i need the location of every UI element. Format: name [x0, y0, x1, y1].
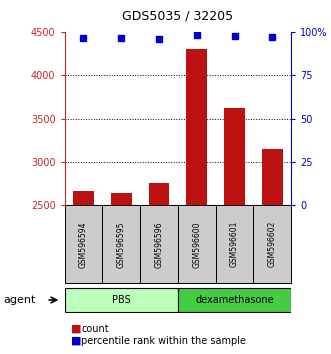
- Text: ■: ■: [71, 324, 82, 333]
- Text: GDS5035 / 32205: GDS5035 / 32205: [122, 10, 233, 22]
- Bar: [140, 205, 178, 283]
- Text: GSM596600: GSM596600: [192, 221, 201, 268]
- Bar: [102, 205, 140, 283]
- Bar: [178, 205, 216, 283]
- Bar: [111, 193, 132, 205]
- Bar: [186, 49, 207, 205]
- Text: agent: agent: [3, 295, 36, 305]
- Bar: [73, 192, 94, 205]
- Bar: [65, 205, 102, 283]
- Bar: [65, 288, 178, 312]
- Bar: [262, 149, 283, 205]
- Text: ■: ■: [71, 336, 82, 346]
- Text: GSM596596: GSM596596: [155, 221, 164, 268]
- Text: count: count: [81, 324, 109, 333]
- Bar: [224, 108, 245, 205]
- Bar: [216, 205, 254, 283]
- Text: GSM596601: GSM596601: [230, 221, 239, 268]
- Text: GSM596602: GSM596602: [268, 221, 277, 268]
- Bar: [178, 288, 291, 312]
- Text: dexamethasone: dexamethasone: [195, 295, 274, 305]
- Text: PBS: PBS: [112, 295, 131, 305]
- Bar: [149, 183, 169, 205]
- Text: GSM596594: GSM596594: [79, 221, 88, 268]
- Text: percentile rank within the sample: percentile rank within the sample: [81, 336, 246, 346]
- Text: GSM596595: GSM596595: [117, 221, 126, 268]
- Bar: [254, 205, 291, 283]
